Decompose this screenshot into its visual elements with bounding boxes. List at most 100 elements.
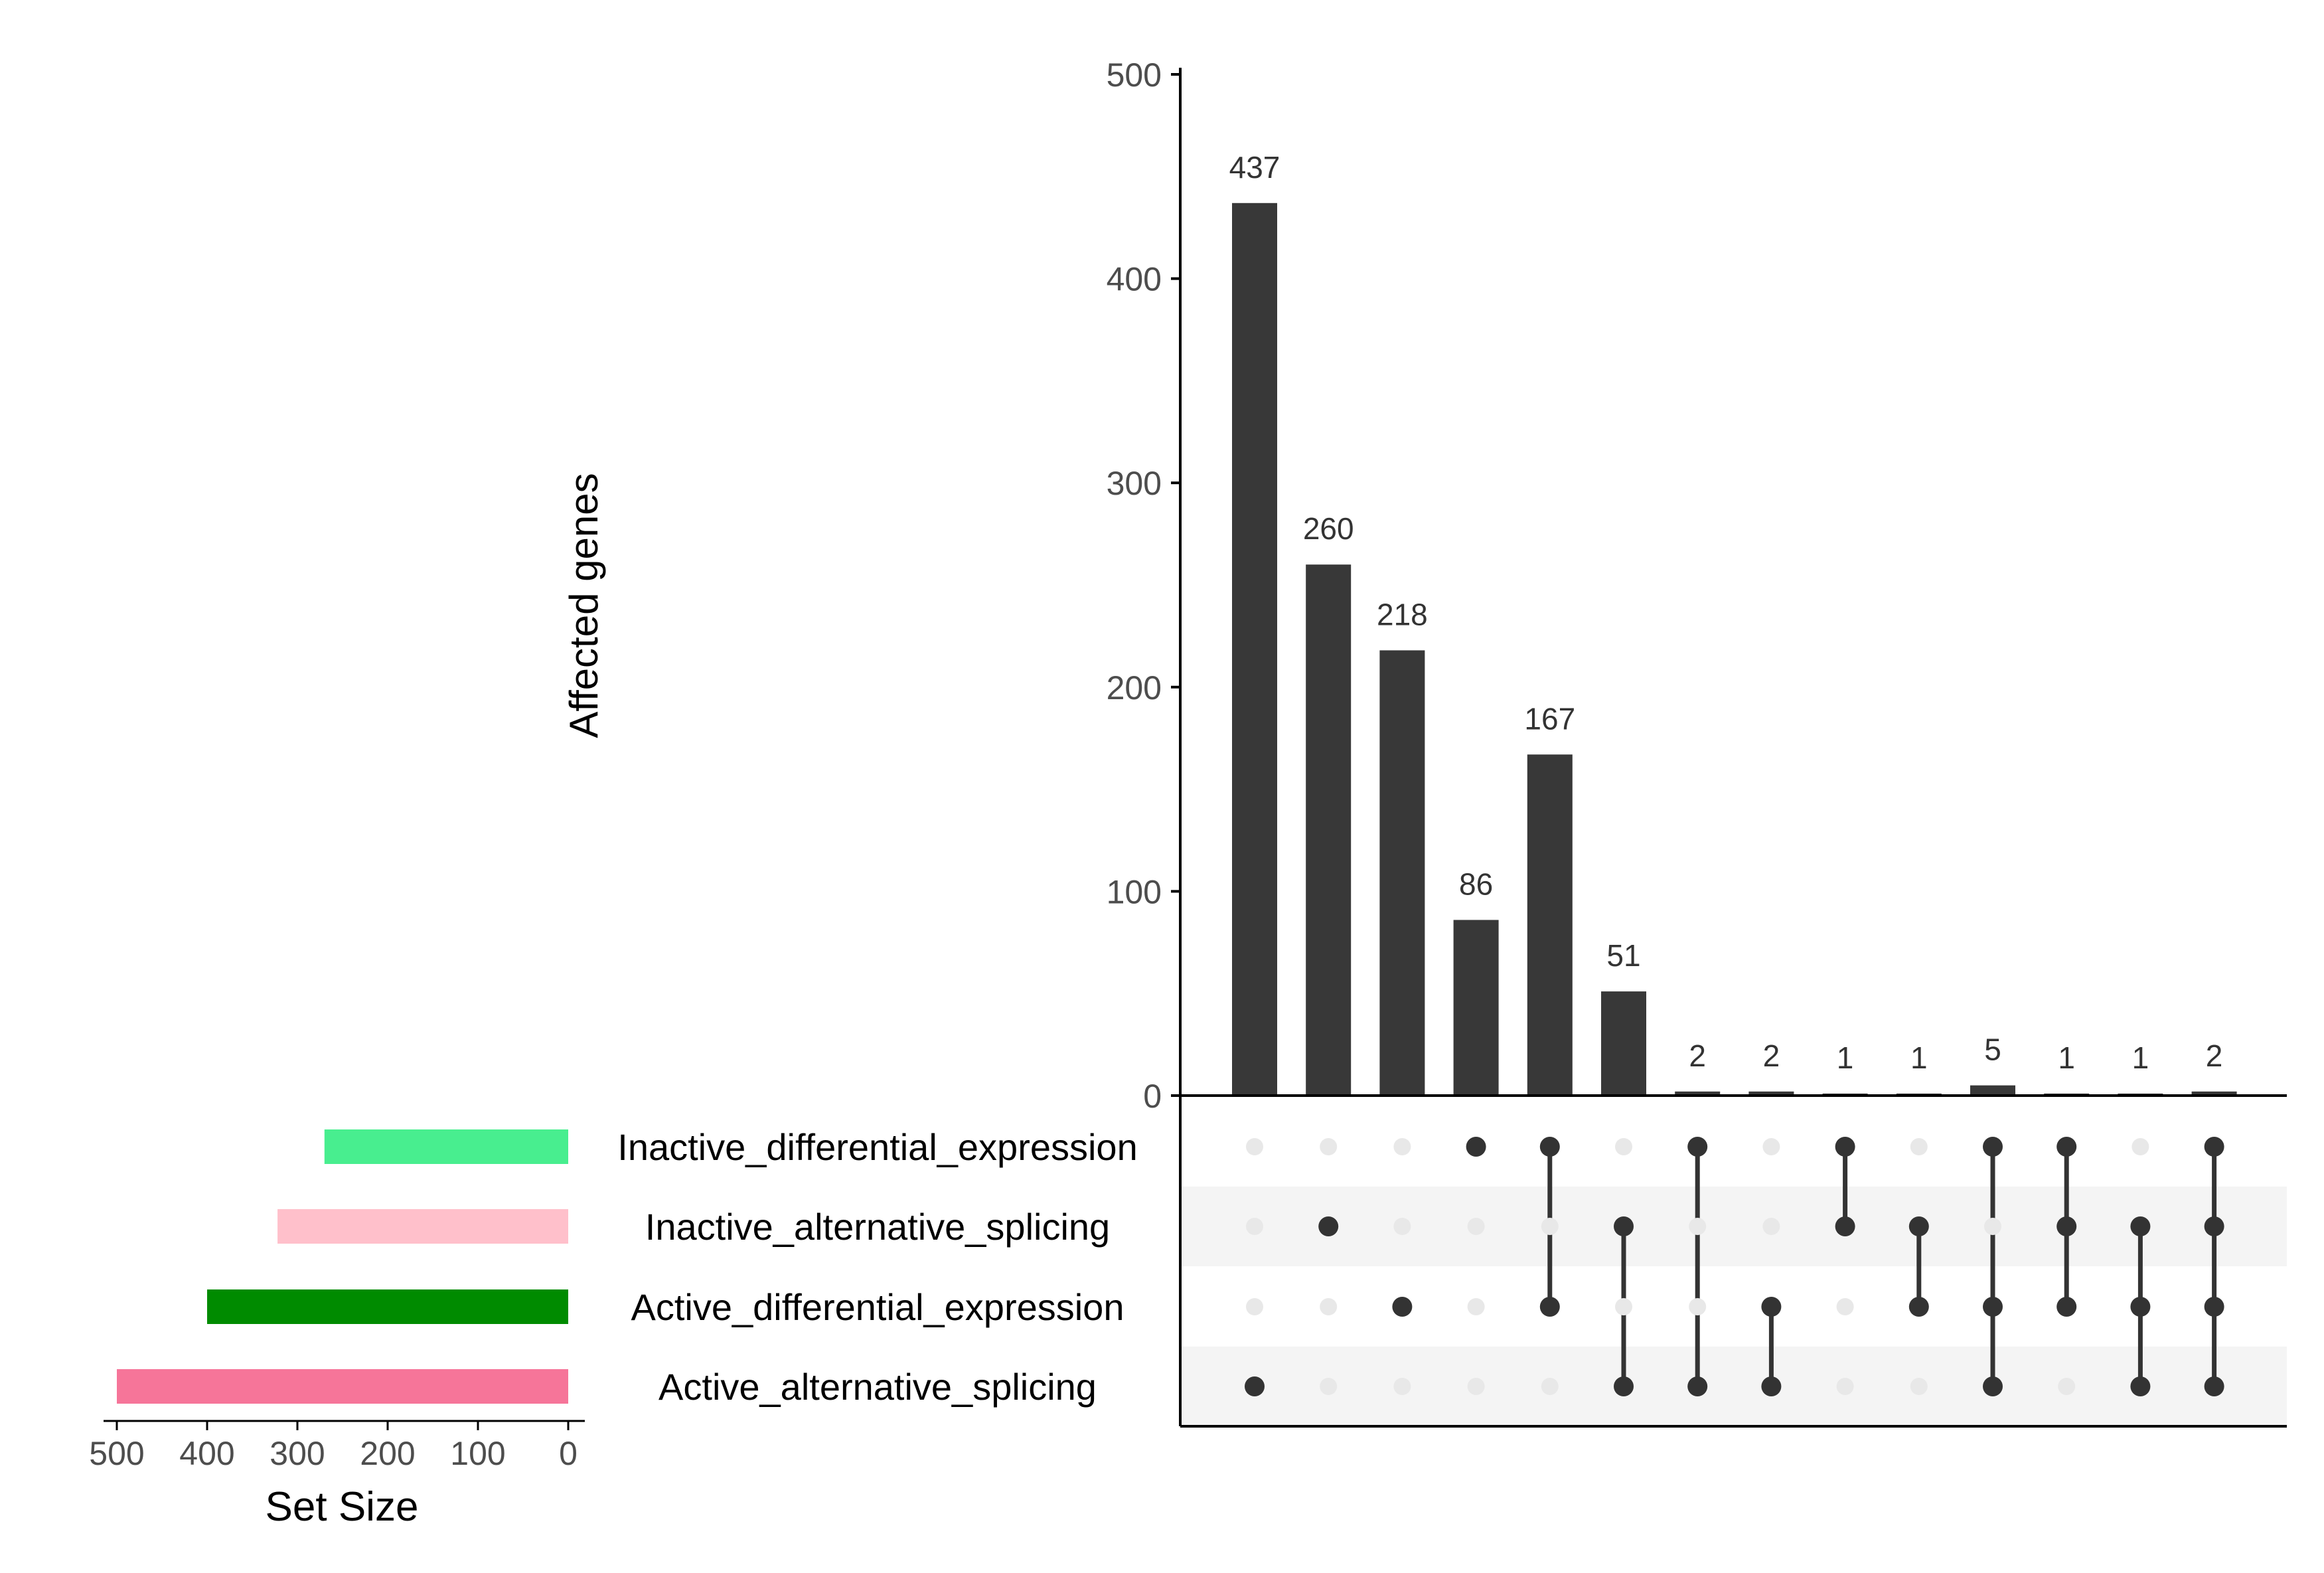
set-size-bar: [324, 1129, 568, 1164]
set-size-tick-label: 500: [89, 1435, 144, 1472]
matrix-dot-active: [2130, 1297, 2151, 1317]
matrix-dot-inactive: [1762, 1138, 1780, 1155]
intersection-bar: [1232, 203, 1277, 1096]
matrix-dot-active: [1761, 1376, 1782, 1396]
matrix-dot-inactive: [1541, 1378, 1559, 1395]
matrix-dot-active: [1835, 1137, 1855, 1157]
set-size-tick-label: 400: [179, 1435, 234, 1472]
matrix-dot-inactive: [1393, 1378, 1411, 1395]
y-tick-label: 500: [1107, 56, 1162, 94]
matrix-dot-active: [1614, 1376, 1634, 1396]
matrix-dot-inactive: [1984, 1218, 2001, 1235]
intersection-bar: [1527, 754, 1573, 1096]
matrix-dot-inactive: [1836, 1378, 1854, 1395]
y-tick-label: 0: [1143, 1078, 1162, 1115]
matrix-dot-active: [1687, 1376, 1708, 1396]
intersection-bar: [1379, 650, 1425, 1096]
matrix-dot-inactive: [1467, 1218, 1485, 1235]
matrix-dot-active: [1983, 1376, 2003, 1396]
matrix-dot-inactive: [1615, 1138, 1632, 1155]
intersection-bar-label: 1: [2058, 1040, 2075, 1075]
matrix-dot-inactive: [1615, 1298, 1632, 1315]
matrix-dot-inactive: [1836, 1298, 1854, 1315]
matrix-dot-active: [2204, 1216, 2224, 1236]
intersection-bar: [1748, 1091, 1794, 1096]
intersection-bar-label: 5: [1984, 1033, 2001, 1067]
matrix-dot-inactive: [1320, 1378, 1338, 1395]
matrix-dot-active: [1983, 1297, 2003, 1317]
set-size-bar: [117, 1369, 568, 1404]
y-tick-label: 100: [1107, 873, 1162, 910]
matrix-dot-active: [2204, 1376, 2224, 1396]
intersection-bar: [1675, 1091, 1721, 1096]
intersection-bar: [1453, 920, 1499, 1096]
set-name-label: Active_differential_expression: [631, 1286, 1124, 1328]
matrix-dot-inactive: [1467, 1378, 1485, 1395]
matrix-dot-inactive: [1689, 1298, 1707, 1315]
matrix-dot-active: [2056, 1297, 2077, 1317]
matrix-dot-inactive: [1467, 1298, 1485, 1315]
set-size-tick-label: 0: [559, 1435, 578, 1472]
set-size-bar: [277, 1209, 568, 1244]
matrix-dot-inactive: [2058, 1378, 2076, 1395]
intersection-bar-label: 1: [1910, 1040, 1928, 1075]
intersection-bar: [2191, 1091, 2237, 1096]
intersection-bar-label: 2: [1689, 1038, 1706, 1073]
set-name-label: Inactive_differential_expression: [617, 1126, 1137, 1168]
matrix-dot-active: [1245, 1376, 1265, 1396]
set-name-label: Inactive_alternative_splicing: [645, 1206, 1110, 1248]
matrix-dot-active: [1835, 1216, 1855, 1236]
intersection-bar-label: 260: [1303, 511, 1354, 546]
intersection-bar-label: 1: [2132, 1040, 2149, 1075]
matrix-dot-active: [1761, 1297, 1782, 1317]
set-size-tick-label: 200: [360, 1435, 415, 1472]
intersection-bar-label: 218: [1377, 597, 1428, 631]
matrix-row-stripe: [1180, 1347, 2287, 1426]
intersection-bar: [1306, 564, 1352, 1096]
matrix-dot-active: [1908, 1216, 1929, 1236]
intersection-bar: [1970, 1085, 2015, 1096]
matrix-dot-active: [1687, 1137, 1708, 1157]
matrix-row-stripe: [1180, 1187, 2287, 1266]
matrix-dot-inactive: [1246, 1218, 1263, 1235]
matrix-dot-active: [1983, 1137, 2003, 1157]
matrix-dot-active: [1539, 1137, 1560, 1157]
set-size-tick-label: 100: [450, 1435, 505, 1472]
matrix-dot-inactive: [1910, 1138, 1928, 1155]
matrix-dot-inactive: [1320, 1138, 1338, 1155]
matrix-dot-active: [1614, 1216, 1634, 1236]
y-tick-label: 400: [1107, 261, 1162, 298]
matrix-dot-inactive: [1910, 1378, 1928, 1395]
matrix-dot-active: [2056, 1216, 2077, 1236]
matrix-dot-inactive: [1246, 1138, 1263, 1155]
intersection-bar-label: 86: [1459, 867, 1493, 901]
matrix-dot-inactive: [1320, 1298, 1338, 1315]
intersection-bar-label: 167: [1524, 701, 1575, 736]
matrix-dot-inactive: [1762, 1218, 1780, 1235]
matrix-dot-inactive: [1689, 1218, 1707, 1235]
intersection-bar-label: 2: [1763, 1038, 1780, 1073]
matrix-dot-active: [2130, 1376, 2151, 1396]
matrix-dot-active: [2204, 1137, 2224, 1157]
intersection-bar-label: 437: [1229, 150, 1280, 185]
intersection-bar-label: 51: [1606, 938, 1640, 973]
matrix-dot-inactive: [2131, 1138, 2149, 1155]
matrix-dot-inactive: [1541, 1218, 1559, 1235]
y-tick-label: 200: [1107, 669, 1162, 706]
matrix-dot-active: [1392, 1297, 1413, 1317]
set-size-tick-label: 300: [270, 1435, 325, 1472]
intersection-bar-label: 2: [2206, 1038, 2223, 1073]
y-axis-title: Affected genes: [562, 473, 606, 738]
intersection-bar-label: 1: [1837, 1040, 1854, 1075]
matrix-dot-inactive: [1246, 1298, 1263, 1315]
matrix-dot-inactive: [1393, 1138, 1411, 1155]
matrix-dot-active: [2204, 1297, 2224, 1317]
matrix-dot-active: [2056, 1137, 2077, 1157]
intersection-bar: [1601, 991, 1646, 1096]
matrix-dot-inactive: [1393, 1218, 1411, 1235]
matrix-dot-active: [1539, 1297, 1560, 1317]
set-size-bar: [207, 1289, 568, 1324]
matrix-dot-active: [1466, 1137, 1486, 1157]
y-tick-label: 300: [1107, 465, 1162, 502]
matrix-dot-active: [2130, 1216, 2151, 1236]
